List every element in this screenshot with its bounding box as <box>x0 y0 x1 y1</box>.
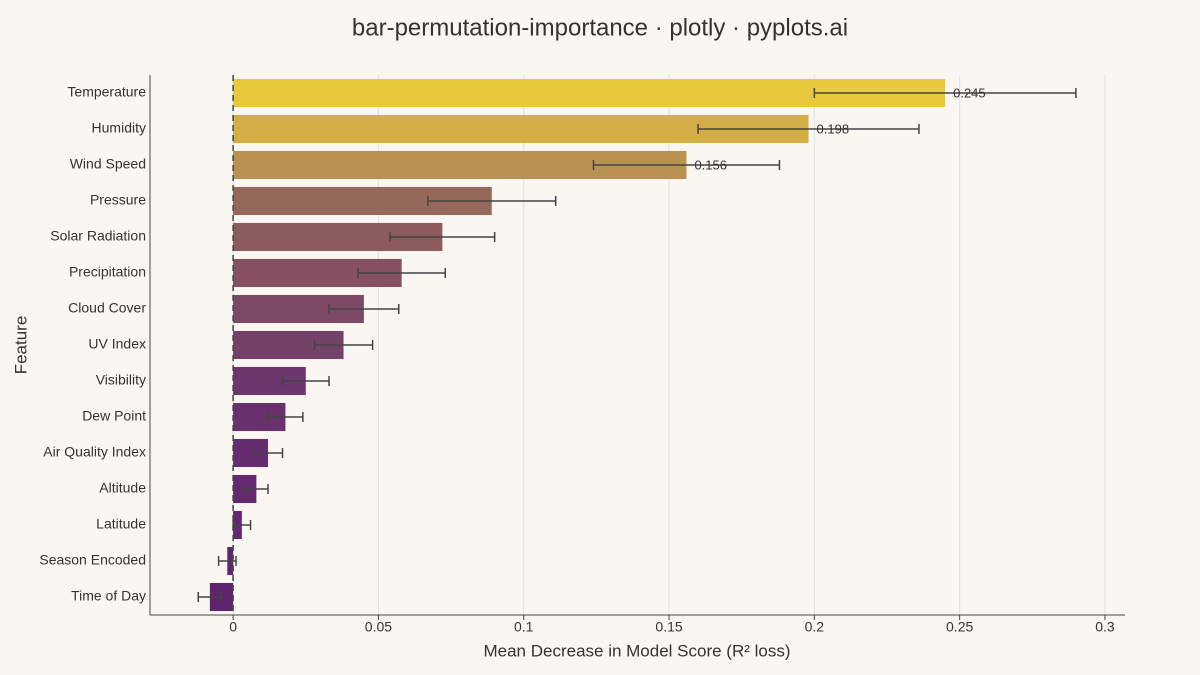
y-tick-label: Season Encoded <box>39 552 146 568</box>
x-tick-label: 0.3 <box>1095 619 1115 635</box>
error-bar <box>197 592 223 602</box>
error-bar <box>267 412 304 422</box>
value-label: 0.156 <box>694 157 727 172</box>
value-label: 0.198 <box>817 121 850 136</box>
y-tick-label: Wind Speed <box>70 156 146 172</box>
error-bar <box>389 232 496 242</box>
error-bar <box>427 196 557 206</box>
y-tick-label: Time of Day <box>71 588 146 604</box>
x-tick-label: 0.05 <box>365 619 392 635</box>
y-tick-label: Pressure <box>90 192 146 208</box>
y-tick-label: Temperature <box>67 84 146 100</box>
x-tick-label: 0.1 <box>514 619 534 635</box>
y-tick-label: UV Index <box>88 336 146 352</box>
y-tick-label: Precipitation <box>69 264 146 280</box>
y-tick-label: Latitude <box>96 516 146 532</box>
y-tick-label: Humidity <box>92 120 146 136</box>
value-label: 0.245 <box>953 85 986 100</box>
error-bar <box>281 376 330 386</box>
y-tick-label: Altitude <box>99 480 146 496</box>
error-bar <box>252 448 284 458</box>
error-bar <box>592 160 781 170</box>
y-tick-label: Dew Point <box>82 408 146 424</box>
error-bar <box>313 340 374 350</box>
x-tick-label: 0.2 <box>805 619 825 635</box>
y-axis-title: Feature <box>11 316 30 375</box>
error-bar <box>328 304 400 314</box>
y-tick-label: Cloud Cover <box>68 300 146 316</box>
x-tick-label: 0.25 <box>946 619 973 635</box>
y-tick-label: Solar Radiation <box>50 228 146 244</box>
y-tick-label: Visibility <box>96 372 146 388</box>
y-tick-label: Air Quality Index <box>43 444 146 460</box>
error-bar <box>697 124 920 134</box>
error-bar <box>243 484 269 494</box>
x-axis-title: Mean Decrease in Model Score (R² loss) <box>483 641 790 660</box>
error-bar <box>813 88 1077 98</box>
x-tick-label: 0 <box>229 619 237 635</box>
chart-title: bar-permutation-importance · plotly · py… <box>352 14 848 41</box>
error-bar <box>357 268 447 278</box>
x-tick-label: 0.15 <box>655 619 682 635</box>
